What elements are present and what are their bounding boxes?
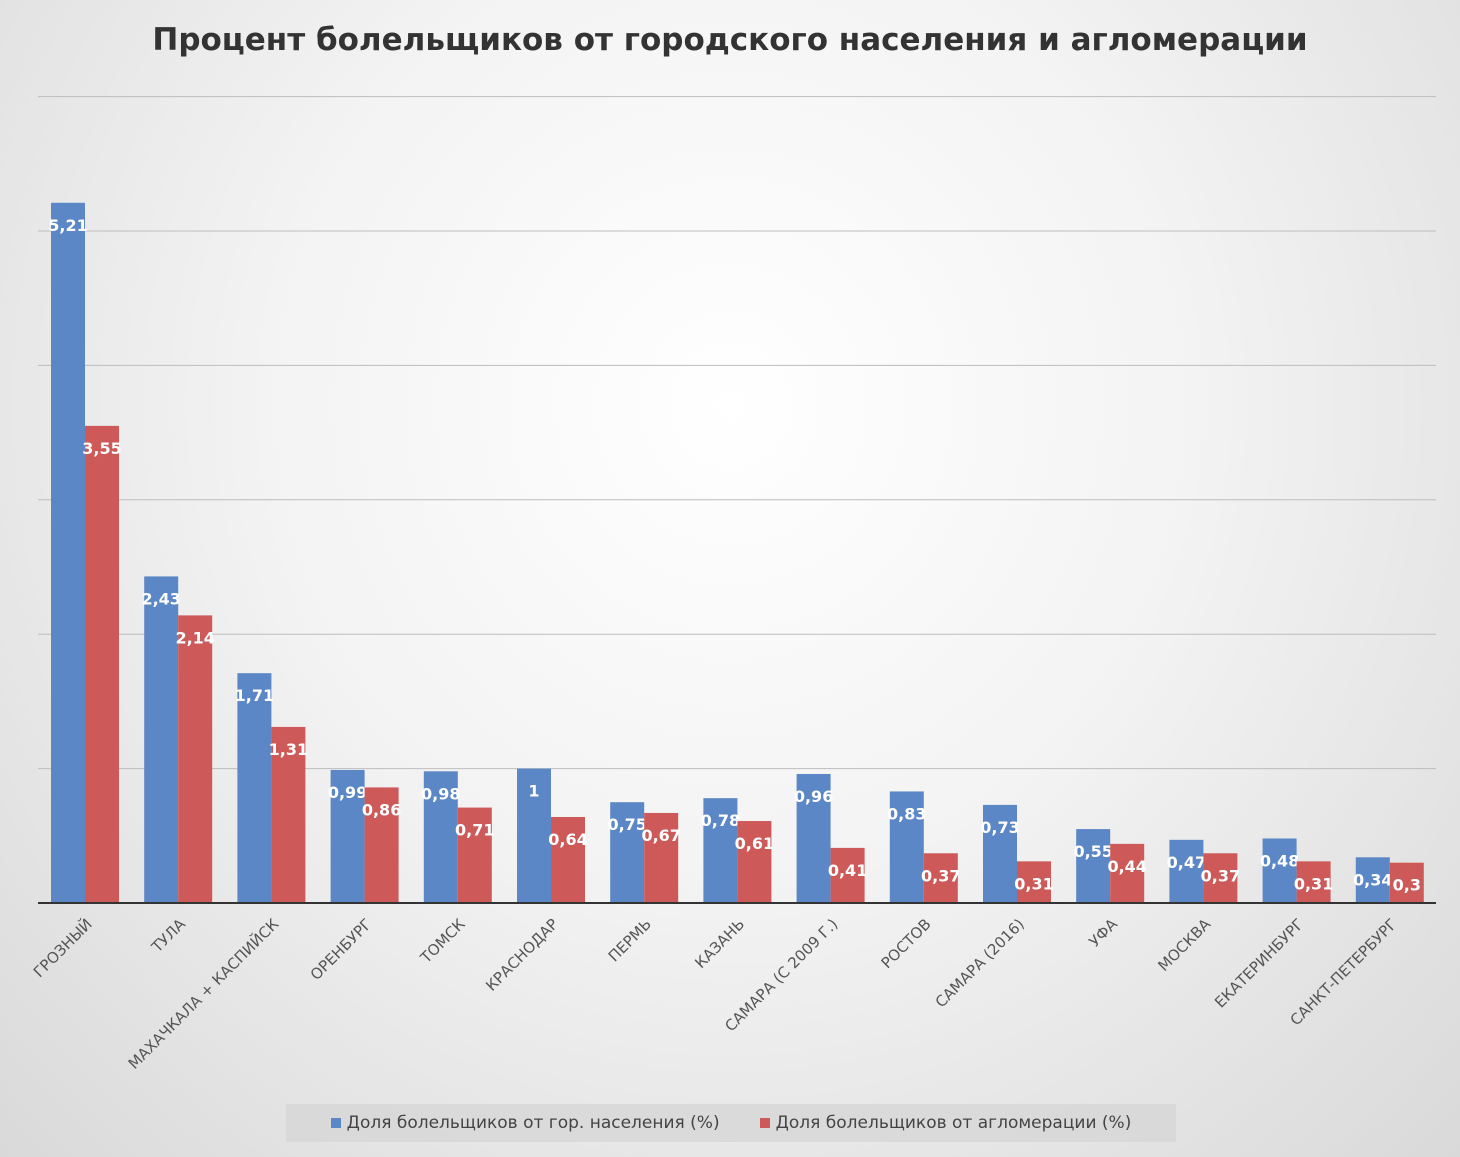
x-tick-label: КРАСНОДАР [482,915,562,995]
bar-city [1076,829,1111,903]
bar-agglomeration [85,425,119,903]
data-label: 0,44 [1107,857,1146,876]
x-tick-label: РОСТОВ [878,915,935,972]
x-tick-label: ПЕРМЬ [605,915,655,965]
data-label: 0,37 [1201,866,1240,885]
bar-city [144,576,179,903]
x-tick-label: САМАРА (2016) [932,915,1028,1011]
x-tick-label: ТОМСК [416,915,469,968]
bar-city [983,804,1017,903]
data-label: 0,98 [421,784,460,803]
bar-agglomeration [1110,843,1145,903]
data-label: 0,31 [1294,874,1333,893]
bar-agglomeration [737,821,772,903]
data-label: 0,73 [980,818,1019,837]
data-label: 0,61 [735,834,774,853]
data-label: 1,31 [269,740,308,759]
x-tick-label: ТУЛА [147,915,189,957]
legend-swatch-red [759,1118,770,1128]
legend-label-city: Доля болельщиков от гор. населения (%) [346,1113,720,1133]
bar-agglomeration [457,807,492,903]
data-label: 3,55 [82,439,121,458]
bar-agglomeration [271,726,306,903]
bar-agglomeration [923,853,958,903]
bar-city [517,768,551,903]
bar-agglomeration [644,812,679,903]
data-label: 0,48 [1260,851,1299,870]
bar-city [610,802,645,903]
data-label: 0,55 [1073,842,1112,861]
data-label: 1 [528,782,539,801]
data-label: 0,3 [1393,876,1421,895]
x-tick-label: ГРОЗНЫЙ [29,914,96,981]
data-label: 0,86 [362,800,401,819]
bar-city [703,798,738,903]
data-label: 0,71 [455,821,494,840]
bar-agglomeration [1017,861,1051,903]
bar-agglomeration [1389,862,1424,903]
x-tick-label: ЕКАТЕРИНБУРГ [1211,915,1307,1011]
data-label: 0,64 [548,830,587,849]
data-label: 0,67 [641,826,680,845]
data-label: 2,43 [141,589,180,608]
chart-title: Процент болельщиков от городского населе… [152,22,1308,58]
data-label: 2,14 [175,628,214,647]
bar-agglomeration [551,816,585,903]
bar-city [330,769,365,903]
x-tick-label: УФА [1085,915,1121,951]
legend-swatch-blue [330,1118,341,1128]
data-label: 0,99 [328,783,367,802]
data-label: 0,41 [828,861,867,880]
bar-city [1355,857,1390,903]
data-label: 0,47 [1167,853,1206,872]
x-tick-label: ОРЕНБУРГ [307,915,376,984]
x-tick-label: МОСКВА [1155,915,1215,975]
bar-agglomeration [1203,853,1238,903]
data-label: 0,78 [701,811,740,830]
bar-agglomeration [830,847,865,903]
data-label: 0,34 [1353,870,1392,889]
data-label: 0,75 [607,815,646,834]
data-label: 0,83 [887,804,926,823]
bar-city [1262,838,1297,903]
bar-city [889,791,924,903]
bar-city [1169,839,1204,903]
bar-agglomeration [1296,861,1331,903]
legend-label-agglomeration: Доля болельщиков от агломерации (%) [775,1113,1132,1133]
bar-city [796,773,831,903]
bar-agglomeration [178,615,213,903]
legend-item-agglomeration: Доля болельщиков от агломерации (%) [759,1113,1132,1133]
bar-city [237,673,272,903]
x-tick-label: САНКТ-ПЕТЕРБУРГ [1287,915,1401,1029]
data-label: 0,31 [1014,874,1053,893]
bar-city [423,771,458,903]
x-tick-label: КАЗАНЬ [691,915,748,972]
data-label: 5,21 [48,216,87,235]
bar-agglomeration [364,787,399,903]
legend-item-city: Доля болельщиков от гор. населения (%) [330,1113,720,1133]
bar-city [51,202,85,903]
x-tick-label: МАХАЧКАЛА + КАСПИЙСК [124,914,283,1073]
data-label: 0,96 [794,787,833,806]
data-label: 0,37 [921,866,960,885]
chart-legend: Доля болельщиков от гор. населения (%) Д… [286,1104,1176,1142]
data-label: 1,71 [235,686,274,705]
